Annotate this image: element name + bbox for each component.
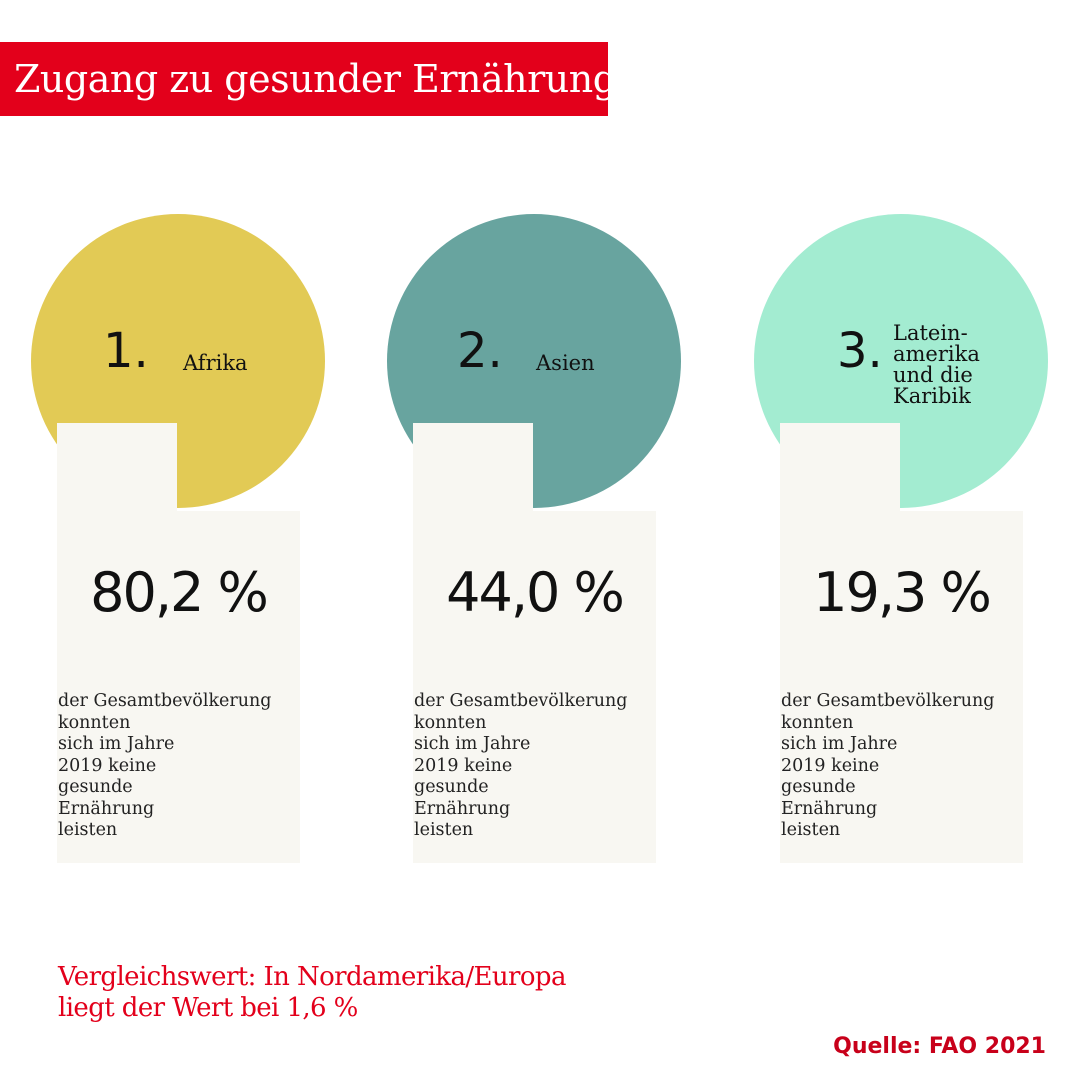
description: der Gesamtbevölkerung konnten sich im Ja… <box>58 691 272 842</box>
panel-fill <box>533 511 656 863</box>
region-label-line: Karibik <box>893 384 971 408</box>
description-line: 2019 keine <box>414 755 513 776</box>
region-panel-2 <box>413 423 656 863</box>
description-line: konnten <box>58 712 131 733</box>
comparison-note: Vergleichswert: In Nordamerika/Europa li… <box>58 962 566 1024</box>
panel-fill <box>177 511 300 863</box>
description-line: Ernährung <box>58 798 155 819</box>
description-line: konnten <box>414 712 487 733</box>
description-line: sich im Jahre <box>781 734 898 754</box>
panel-left <box>780 511 900 863</box>
description-line: gesunde <box>414 777 489 797</box>
source-label: Quelle: FAO 2021 <box>833 1034 1046 1059</box>
region-label-line: amerika <box>893 342 980 366</box>
panel-left <box>413 511 533 863</box>
description-line: leisten <box>58 820 118 840</box>
region-label: Afrika <box>183 353 248 374</box>
description-line: der Gesamtbevölkerung <box>781 691 995 711</box>
description-line: leisten <box>781 820 841 840</box>
description: der Gesamtbevölkerung konnten sich im Ja… <box>414 691 628 842</box>
value-label: 19,3 % <box>813 561 992 624</box>
description-line: der Gesamtbevölkerung <box>58 691 272 711</box>
region-label-line: Afrika <box>183 351 248 375</box>
description: der Gesamtbevölkerung konnten sich im Ja… <box>781 691 995 842</box>
region-panel-1 <box>57 423 300 863</box>
rank-label: 1. <box>103 323 149 379</box>
description-line: Ernährung <box>414 798 511 819</box>
region-card-2: 2. Asien 44,0 % der Gesamtbevölkerung ko… <box>387 214 687 874</box>
region-label: Latein- amerika und die Karibik <box>893 323 980 407</box>
comparison-note-line: liegt der Wert bei 1,6 % <box>58 993 358 1023</box>
description-line: sich im Jahre <box>414 734 531 754</box>
region-card-1: 1. Afrika 80,2 % der Gesamtbevölkerung k… <box>31 214 331 874</box>
description-line: Ernährung <box>781 798 878 819</box>
region-label-line: Latein- <box>893 321 968 345</box>
description-line: gesunde <box>58 777 133 797</box>
page-title: Zugang zu gesunder Ernährung: <box>14 57 629 101</box>
panel-left <box>57 511 177 863</box>
value-label: 80,2 % <box>90 561 269 624</box>
region-label: Asien <box>536 353 595 374</box>
description-line: sich im Jahre <box>58 734 175 754</box>
description-line: leisten <box>414 820 474 840</box>
value-label: 44,0 % <box>446 561 625 624</box>
rank-label: 2. <box>457 323 503 379</box>
panel-notch <box>780 423 900 511</box>
region-label-line: und die <box>893 363 973 387</box>
title-banner: Zugang zu gesunder Ernährung: <box>0 42 629 116</box>
region-label-line: Asien <box>536 351 595 375</box>
panel-notch <box>413 423 533 511</box>
rank-label: 3. <box>837 323 883 379</box>
panel-notch <box>57 423 177 511</box>
region-card-3: 3. Latein- amerika und die Karibik 19,3 … <box>754 214 1054 874</box>
description-line: 2019 keine <box>58 755 157 776</box>
description-line: der Gesamtbevölkerung <box>414 691 628 711</box>
panel-fill <box>900 511 1023 863</box>
description-line: konnten <box>781 712 854 733</box>
description-line: 2019 keine <box>781 755 880 776</box>
region-panel-3 <box>780 423 1023 863</box>
comparison-note-line: Vergleichswert: In Nordamerika/Europa <box>58 962 566 992</box>
description-line: gesunde <box>781 777 856 797</box>
